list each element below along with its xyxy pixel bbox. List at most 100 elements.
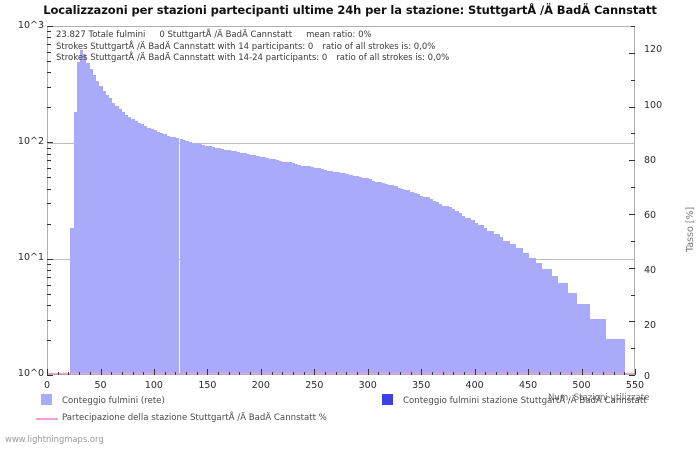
legend-swatch-rate [36, 418, 58, 420]
y-tick-label-100: 10^2 [17, 136, 44, 147]
histogram-bar [509, 244, 514, 374]
y2-tick-mark [629, 160, 635, 162]
histogram-bar [179, 139, 183, 374]
y2-tick-mark [631, 187, 635, 189]
histogram-bar [397, 187, 401, 374]
histogram-bar [541, 268, 546, 374]
x-tick-mark [218, 371, 220, 375]
histogram-bar [557, 283, 562, 374]
y2-tick-label-120: 120 [644, 44, 663, 55]
histogram-bar [355, 176, 360, 374]
footer-url[interactable]: www.lightningmaps.org [5, 434, 104, 444]
histogram-bar [570, 292, 574, 374]
annotation-ratio-14: ratio of all strokes is: 0,0% [322, 41, 436, 52]
histogram-bar [333, 171, 337, 374]
y-tick-mark [47, 223, 51, 225]
histogram-bar [500, 237, 504, 374]
histogram-bar [169, 136, 174, 374]
histogram-bar [80, 49, 84, 374]
histogram-bars [48, 27, 634, 374]
histogram-bar [423, 197, 427, 374]
y-tick-mark [47, 305, 51, 306]
histogram-bar [137, 122, 141, 374]
legend-label-network[interactable]: Conteggio fulmini (rete) [62, 396, 165, 406]
x-tick-mark [79, 371, 81, 375]
y2-tick-mark [629, 106, 635, 108]
histogram-bar [163, 134, 167, 374]
x-tick-label: 250 [305, 380, 324, 391]
histogram-bar [618, 338, 623, 374]
histogram-bar [522, 252, 526, 374]
histogram-bar [227, 150, 231, 374]
histogram-bar [124, 114, 129, 374]
legend-swatch-station [382, 394, 393, 405]
histogram-bar [234, 151, 238, 374]
x-tick-mark [389, 371, 391, 375]
x-tick-mark [239, 371, 241, 375]
histogram-bar [474, 222, 478, 374]
histogram-bar [506, 240, 510, 374]
histogram-bar [599, 318, 603, 374]
histogram-bar [282, 161, 286, 374]
histogram-bar [237, 151, 241, 374]
histogram-bar [497, 233, 501, 374]
x-tick-mark [453, 371, 455, 375]
histogram-bar [214, 147, 218, 374]
x-tick-mark [570, 371, 572, 375]
histogram-bar [445, 205, 449, 374]
y-tick-mark [47, 147, 51, 149]
legend-label-station[interactable]: Conteggio fulmini stazione StuttgartÅ /Ä… [403, 396, 647, 406]
y-tick-mark [47, 269, 51, 271]
histogram-bar [529, 257, 533, 374]
x-tick-mark [399, 371, 401, 375]
histogram-bar [455, 211, 459, 374]
histogram-bar [490, 230, 494, 374]
x-tick-label: 450 [519, 380, 538, 391]
x-tick-mark [357, 371, 358, 375]
x-tick-label: 100 [144, 380, 163, 391]
histogram-bar [362, 178, 366, 374]
x-tick-mark [581, 369, 583, 375]
histogram-bar [73, 111, 77, 374]
legend-label-rate[interactable]: Partecipazione della stazione StuttgartÅ… [62, 413, 327, 423]
y2-tick-mark [629, 267, 635, 269]
y-tick-mark [47, 188, 51, 190]
annotation-ratio-14-24: ratio of all strokes is: 0,0% [336, 53, 450, 64]
y-tick-mark [47, 340, 51, 341]
x-tick-mark [367, 369, 369, 375]
x-tick-mark [89, 371, 91, 375]
histogram-bar [580, 303, 584, 374]
page-title: Localizzazoni per stazioni partecipanti … [43, 3, 657, 17]
gridline-100 [48, 143, 634, 144]
x-tick-mark [421, 369, 423, 375]
y-tick-mark [47, 44, 51, 45]
y-tick-mark [47, 160, 51, 162]
y-tick-mark [47, 258, 53, 260]
x-tick-mark [260, 369, 262, 375]
histogram-bar [285, 162, 289, 374]
histogram-bar [320, 168, 324, 374]
histogram-bar [577, 303, 581, 374]
histogram-bar [173, 137, 177, 374]
histogram-bar [439, 203, 443, 374]
y-tick-mark [47, 276, 51, 278]
x-tick-label: 550 [625, 380, 645, 391]
x-tick-mark [121, 371, 123, 375]
histogram-bar [448, 207, 453, 374]
x-tick-mark [335, 371, 337, 375]
x-tick-mark [613, 371, 615, 375]
x-tick-mark [175, 371, 177, 375]
x-tick-mark [635, 369, 636, 375]
histogram-bar [586, 303, 591, 374]
x-axis-title: Num. Stazioni utilizzate [548, 393, 650, 403]
histogram-bar [346, 174, 350, 374]
histogram-bar [352, 176, 356, 374]
histogram-bar [211, 146, 215, 374]
histogram-bar [240, 152, 244, 374]
x-tick-mark [47, 369, 48, 375]
annotation-station-count: 0 StuttgartÅ /Ä BadÄ Cannstatt [159, 30, 293, 40]
histogram-bar [141, 124, 145, 374]
y2-tick-label-20: 20 [644, 320, 657, 331]
histogram-bar [404, 190, 408, 374]
